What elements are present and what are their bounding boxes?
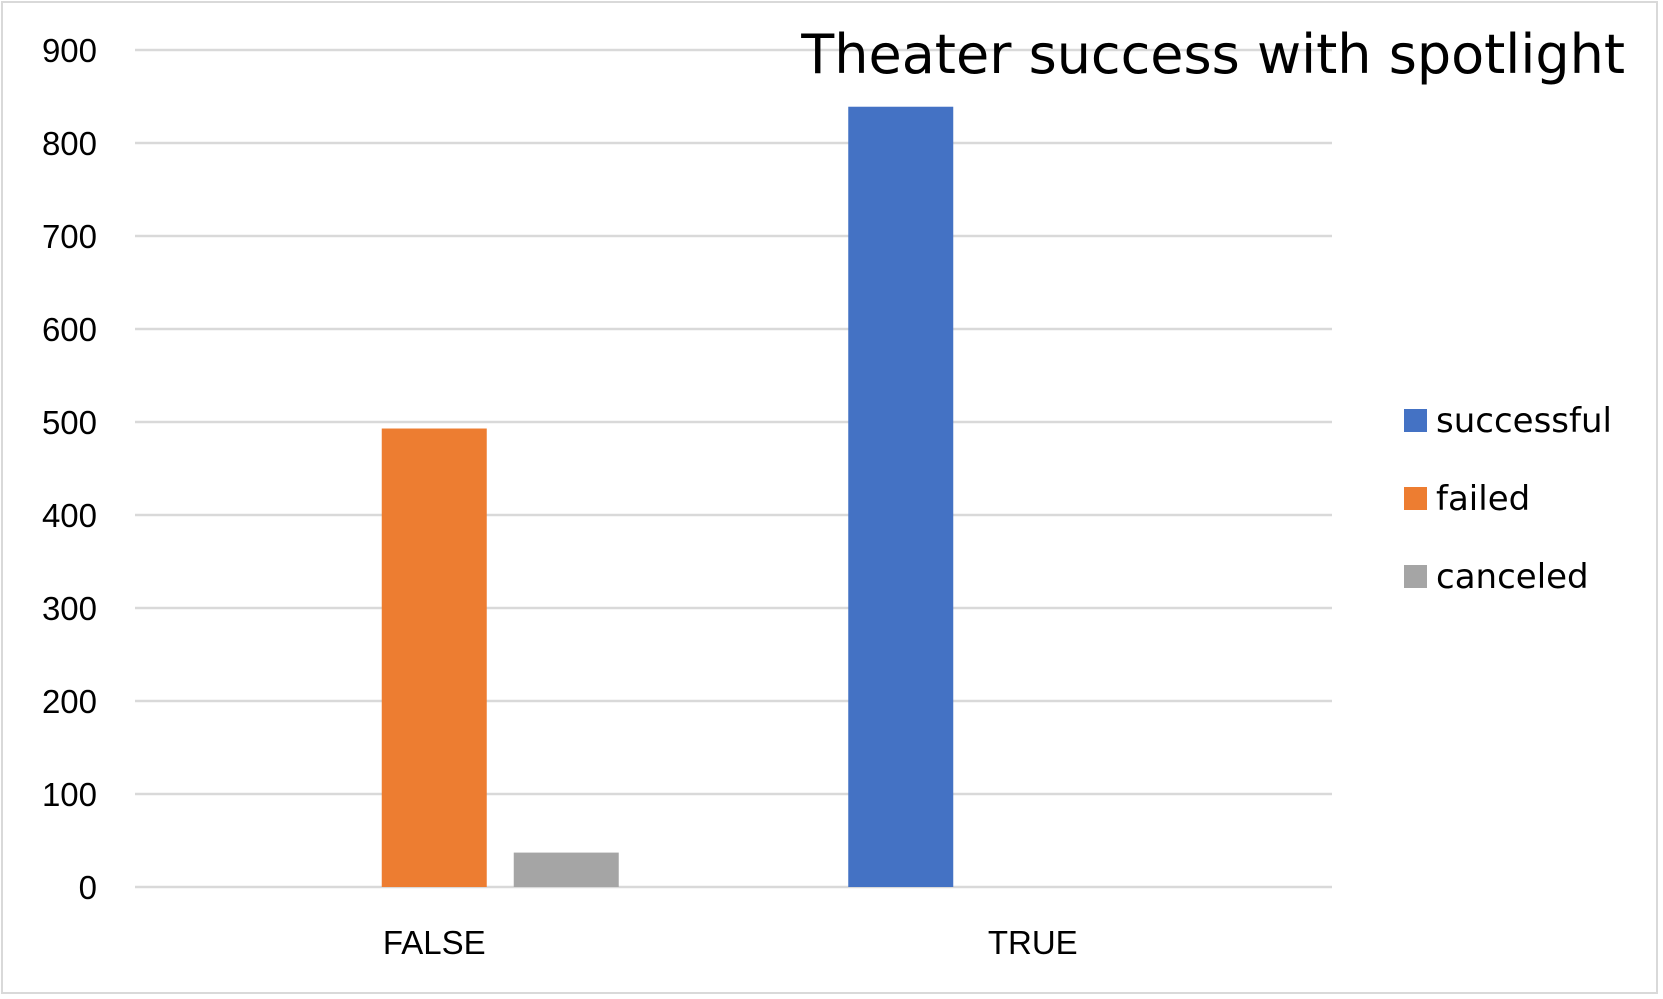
y-tick-label: 800	[42, 125, 97, 162]
x-category-label: TRUE	[988, 924, 1078, 961]
y-tick-label: 900	[42, 32, 97, 69]
legend-item-failed: failed	[1404, 479, 1530, 519]
legend-swatch	[1404, 409, 1427, 432]
y-tick-label: 700	[42, 218, 97, 255]
y-axis-ticks: 0 100 200 300 400 500 600 700 800 900	[42, 32, 97, 906]
bar-successful-true	[848, 106, 954, 888]
legend-item-successful: successful	[1404, 401, 1612, 441]
y-tick-label: 500	[42, 404, 97, 441]
chart-title: Theater success with spotlight	[800, 23, 1625, 86]
y-tick-label: 400	[42, 497, 97, 534]
bars	[381, 106, 954, 888]
legend: successful failed canceled	[1404, 401, 1612, 597]
legend-label: failed	[1436, 479, 1530, 519]
legend-swatch	[1404, 487, 1427, 510]
x-category-label: FALSE	[383, 924, 486, 961]
y-tick-label: 0	[79, 869, 97, 906]
bar-failed-false	[381, 428, 487, 887]
legend-item-canceled: canceled	[1404, 557, 1589, 597]
y-tick-label: 100	[42, 776, 97, 813]
legend-label: successful	[1436, 401, 1612, 441]
gridlines	[135, 48, 1332, 889]
legend-swatch	[1404, 565, 1427, 588]
y-tick-label: 200	[42, 683, 97, 720]
x-axis-categories: FALSE TRUE	[383, 924, 1078, 961]
bar-canceled-false	[513, 852, 619, 887]
y-tick-label: 300	[42, 590, 97, 627]
y-tick-label: 600	[42, 311, 97, 348]
legend-label: canceled	[1436, 557, 1589, 597]
